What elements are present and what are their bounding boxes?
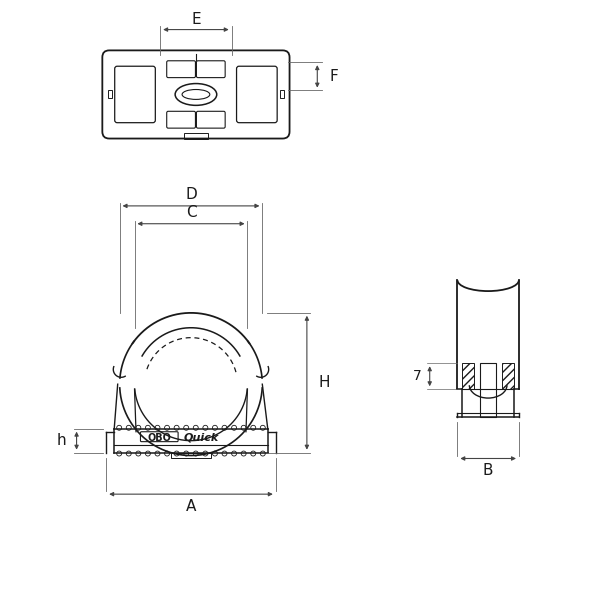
Text: F: F — [329, 69, 338, 84]
Text: OBO: OBO — [147, 433, 171, 443]
Bar — [502, 364, 514, 389]
Text: H: H — [319, 375, 330, 390]
Bar — [184, 133, 208, 139]
Text: 7: 7 — [413, 369, 422, 383]
Bar — [108, 91, 112, 98]
Text: B: B — [483, 463, 494, 478]
Bar — [171, 452, 211, 458]
Text: C: C — [186, 205, 196, 220]
Text: D: D — [185, 187, 197, 202]
Text: E: E — [191, 12, 201, 27]
Bar — [280, 91, 284, 98]
Bar — [480, 364, 496, 417]
Text: Quick: Quick — [183, 433, 219, 443]
Text: A: A — [186, 499, 196, 514]
Text: h: h — [57, 433, 67, 448]
Bar — [462, 364, 474, 389]
